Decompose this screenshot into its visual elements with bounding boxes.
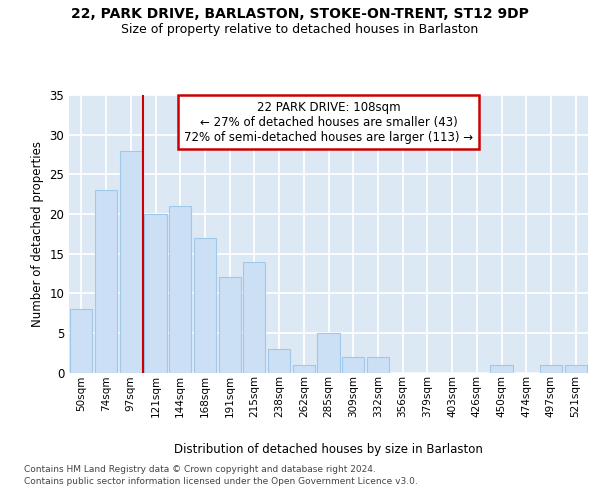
Text: 22, PARK DRIVE, BARLASTON, STOKE-ON-TRENT, ST12 9DP: 22, PARK DRIVE, BARLASTON, STOKE-ON-TREN…	[71, 8, 529, 22]
Bar	[243, 262, 265, 372]
Bar	[70, 309, 92, 372]
Bar	[540, 364, 562, 372]
Text: Size of property relative to detached houses in Barlaston: Size of property relative to detached ho…	[121, 22, 479, 36]
Bar	[342, 356, 364, 372]
Bar	[169, 206, 191, 372]
Bar	[268, 348, 290, 372]
Bar	[293, 364, 315, 372]
Bar	[194, 238, 216, 372]
Bar	[218, 278, 241, 372]
Text: Contains HM Land Registry data © Crown copyright and database right 2024.: Contains HM Land Registry data © Crown c…	[24, 465, 376, 474]
Bar	[145, 214, 167, 372]
Bar	[490, 364, 512, 372]
Bar	[367, 356, 389, 372]
Bar	[95, 190, 117, 372]
Bar	[565, 364, 587, 372]
Text: Distribution of detached houses by size in Barlaston: Distribution of detached houses by size …	[175, 442, 483, 456]
Bar	[119, 150, 142, 372]
Bar	[317, 333, 340, 372]
Text: Contains public sector information licensed under the Open Government Licence v3: Contains public sector information licen…	[24, 478, 418, 486]
Text: 22 PARK DRIVE: 108sqm
← 27% of detached houses are smaller (43)
72% of semi-deta: 22 PARK DRIVE: 108sqm ← 27% of detached …	[184, 100, 473, 144]
Y-axis label: Number of detached properties: Number of detached properties	[31, 141, 44, 327]
